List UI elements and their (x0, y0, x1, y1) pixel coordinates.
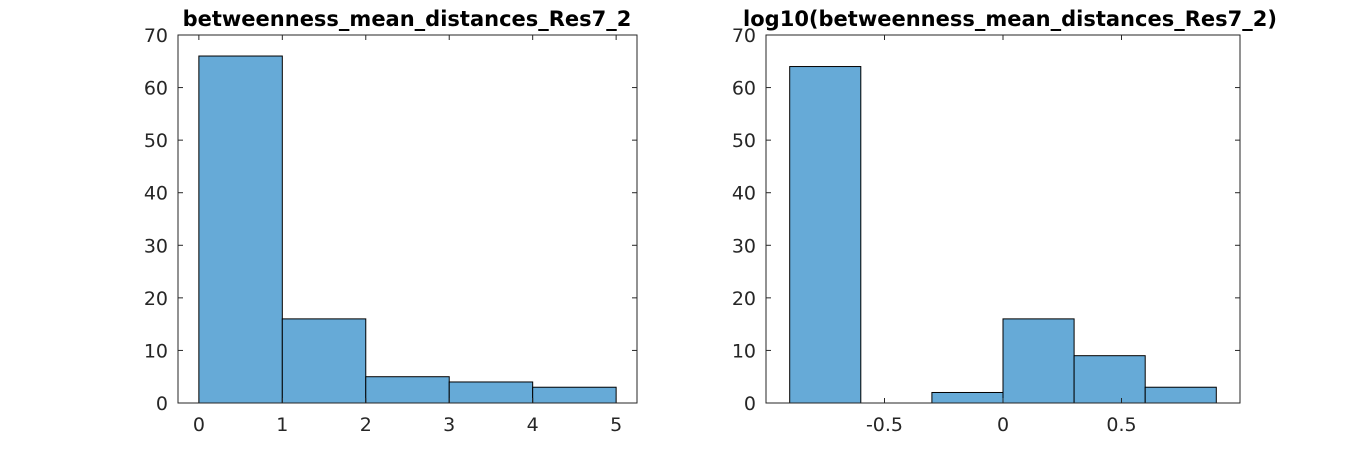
histogram-bar-left (532, 386, 617, 404)
y-tick-label-right: 20 (732, 288, 756, 310)
histogram-bar-right (1144, 386, 1217, 404)
histogram-bar-right (931, 391, 1004, 404)
histogram-bar-left (281, 318, 367, 404)
axes-box-left (177, 34, 638, 404)
x-tick-label-left: 3 (443, 414, 455, 436)
y-tick-label-left: 30 (144, 235, 168, 257)
y-tick-label-right: 0 (744, 393, 756, 415)
histogram-panel-right: log10(betweenness_mean_distances_Res7_2)… (732, 7, 1277, 436)
histogram-bar-left (365, 376, 450, 404)
y-tick-label-left: 40 (144, 183, 168, 205)
y-tick-label-left: 0 (156, 393, 168, 415)
y-tick-label-left: 70 (144, 25, 168, 47)
x-tick-label-left: 4 (527, 414, 539, 436)
y-tick-label-right: 40 (732, 183, 756, 205)
histogram-bar-right (1002, 318, 1075, 404)
chart-title-left: betweenness_mean_distances_Res7_2 (183, 7, 632, 31)
x-tick-label-right: 0.5 (1106, 414, 1136, 436)
x-tick-label-left: 0 (193, 414, 205, 436)
histogram-bar-left (448, 381, 534, 404)
y-tick-label-left: 60 (144, 78, 168, 100)
x-tick-label-right: 0 (997, 414, 1009, 436)
histogram-bar-right (789, 66, 862, 404)
x-tick-label-left: 2 (360, 414, 372, 436)
y-tick-label-right: 10 (732, 340, 756, 362)
y-tick-label-right: 30 (732, 235, 756, 257)
x-tick-label-right: -0.5 (866, 414, 903, 436)
y-tick-label-left: 20 (144, 288, 168, 310)
y-tick-label-left: 10 (144, 340, 168, 362)
y-tick-label-right: 50 (732, 130, 756, 152)
histogram-panel-left: betweenness_mean_distances_Res7_2 010203… (144, 7, 638, 436)
chart-title-right: log10(betweenness_mean_distances_Res7_2) (743, 7, 1277, 31)
y-tick-label-right: 70 (732, 25, 756, 47)
x-tick-label-left: 1 (276, 414, 288, 436)
y-tick-label-left: 50 (144, 130, 168, 152)
histogram-bar-left (198, 55, 283, 404)
y-tick-label-right: 60 (732, 78, 756, 100)
x-tick-label-left: 5 (610, 414, 622, 436)
histogram-bar-right (1073, 355, 1146, 404)
